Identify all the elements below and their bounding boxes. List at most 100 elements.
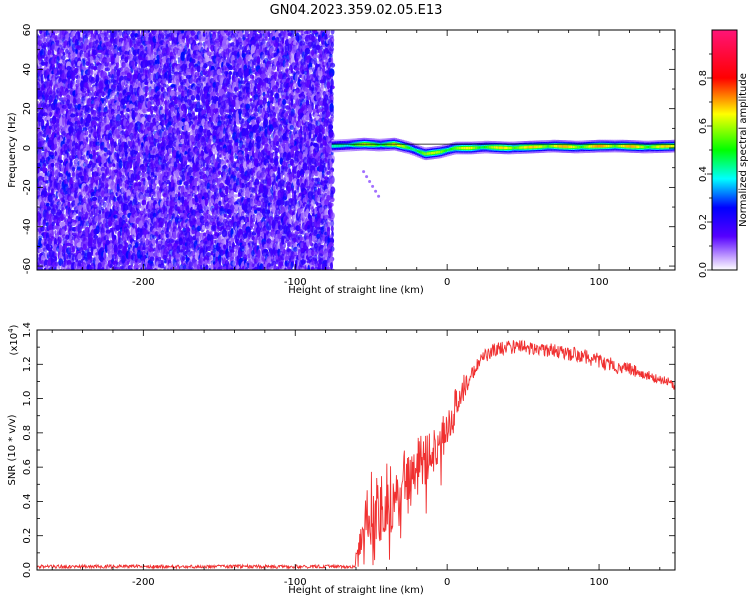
heatmap-noise-cell bbox=[69, 80, 73, 90]
heatmap-noise-cell bbox=[218, 200, 222, 206]
heatmap-noise-cell bbox=[150, 109, 154, 115]
heatmap-noise-cell bbox=[56, 118, 60, 129]
heatmap-noise-cell bbox=[178, 126, 182, 131]
heatmap-noise-cell bbox=[173, 234, 177, 239]
heatmap-noise-cell bbox=[124, 268, 129, 270]
heatmap-noise-cell bbox=[252, 214, 256, 219]
heatmap-noise-cell bbox=[210, 51, 214, 56]
heatmap-noise-cell bbox=[40, 201, 46, 207]
heatmap-noise-cell bbox=[160, 149, 165, 157]
heatmap-noise-cell bbox=[54, 266, 57, 270]
heatmap-noise-cell bbox=[102, 97, 107, 107]
heatmap-noise-cell bbox=[47, 170, 50, 178]
heatmap-noise-cell bbox=[126, 258, 130, 265]
heatmap-noise-cell bbox=[53, 137, 58, 146]
heatmap-noise-cell bbox=[82, 66, 86, 71]
heatmap-noise-cell bbox=[85, 159, 89, 166]
heatmap-noise-cell bbox=[74, 137, 78, 144]
heatmap-noise-cell bbox=[87, 259, 91, 266]
heatmap-noise-cell bbox=[234, 153, 237, 160]
heatmap-noise-cell bbox=[84, 130, 89, 136]
heatmap-noise-cell bbox=[84, 121, 90, 127]
heatmap-noise-cell bbox=[87, 107, 91, 113]
heatmap-noise-cell bbox=[40, 80, 45, 85]
heatmap-noise-cell bbox=[43, 37, 48, 43]
heatmap-noise-cell bbox=[61, 176, 66, 181]
heatmap-noise-cell bbox=[54, 152, 59, 162]
heatmap-noise-cell bbox=[59, 152, 62, 163]
heatmap-noise-cell bbox=[61, 46, 66, 51]
heatmap-noise-cell bbox=[81, 191, 87, 197]
heatmap-noise-cell bbox=[41, 268, 44, 270]
heatmap-noise-cell bbox=[65, 242, 72, 247]
heatmap-noise-cell bbox=[46, 212, 49, 222]
heatmap-noise-cell bbox=[192, 270, 195, 274]
heatmap-noise-cell bbox=[162, 159, 167, 164]
heatmap-noise-cell bbox=[82, 206, 86, 216]
heatmap-noise-cell bbox=[51, 188, 55, 196]
heatmap-noise-cell bbox=[129, 161, 133, 169]
heatmap-noise-cell bbox=[225, 185, 229, 195]
heatmap-noise-cell bbox=[105, 184, 109, 190]
heatmap-noise-cell bbox=[113, 196, 117, 202]
heatmap-noise-cell bbox=[90, 68, 94, 76]
heatmap-noise-cell bbox=[194, 75, 197, 79]
heatmap-noise-cell bbox=[71, 147, 77, 158]
heatmap-noise-cell bbox=[61, 108, 65, 115]
heatmap-noise-cell bbox=[107, 220, 112, 227]
heatmap-noise-cell bbox=[73, 81, 77, 91]
heatmap-noise-cell bbox=[61, 206, 65, 215]
heatmap-noise-cell bbox=[235, 142, 239, 146]
heatmap-noise-cell bbox=[253, 132, 256, 139]
heatmap-noise-cell bbox=[54, 56, 57, 64]
heatmap-noise-cell bbox=[55, 191, 59, 200]
heatmap-layer bbox=[37, 30, 675, 274]
heatmap-noise-cell bbox=[194, 177, 198, 188]
heatmap-noise-cell bbox=[88, 171, 92, 179]
heatmap-noise-cell bbox=[168, 213, 172, 220]
heatmap-noise-cell bbox=[89, 55, 94, 65]
heatmap-noise-cell bbox=[72, 171, 76, 179]
heatmap-noise-cell bbox=[49, 128, 52, 134]
heatmap-noise-cell bbox=[184, 105, 187, 116]
heatmap-noise-cell bbox=[51, 150, 55, 155]
heatmap-noise-cell bbox=[40, 179, 47, 186]
heatmap-noise-cell bbox=[87, 98, 92, 107]
heatmap-noise-cell bbox=[75, 215, 80, 223]
heatmap-noise-cell bbox=[134, 61, 138, 67]
heatmap-noise-cell bbox=[160, 221, 164, 228]
heatmap-noise-cell bbox=[68, 52, 71, 60]
heatmap-noise-cell bbox=[38, 96, 43, 102]
heatmap-noise-cell bbox=[88, 133, 92, 138]
heatmap-noise-cell bbox=[43, 267, 47, 270]
heatmap-noise-cell bbox=[54, 124, 57, 132]
heatmap-noise-cell bbox=[59, 125, 63, 131]
heatmap-noise-cell bbox=[80, 110, 84, 119]
heatmap-noise-cell bbox=[85, 241, 89, 247]
heatmap-noise-cell bbox=[51, 229, 54, 239]
heatmap-noise-cell bbox=[83, 100, 86, 104]
heatmap-noise-cell bbox=[74, 157, 79, 163]
heatmap-noise-cell bbox=[37, 242, 43, 249]
heatmap-noise-cell bbox=[54, 244, 57, 254]
heatmap-noise-cell bbox=[182, 255, 186, 261]
heatmap-noise-cell bbox=[86, 113, 92, 124]
heatmap-noise-cell bbox=[174, 99, 178, 105]
heatmap-noise-cell bbox=[114, 235, 117, 240]
heatmap-noise-cell bbox=[75, 112, 79, 117]
heatmap-noise-cell bbox=[56, 95, 60, 100]
heatmap-noise-cell bbox=[49, 111, 53, 117]
heatmap-noise-cell bbox=[245, 30, 250, 33]
heatmap-noise-cell bbox=[115, 62, 120, 69]
heatmap-noise-cell bbox=[118, 183, 123, 188]
heatmap-noise-cell bbox=[191, 229, 195, 235]
heatmap-noise-cell bbox=[87, 163, 92, 169]
heatmap-noise-cell bbox=[104, 67, 110, 72]
heatmap-noise-cell bbox=[125, 218, 128, 223]
heatmap-noise-cell bbox=[51, 221, 55, 227]
heatmap-noise-cell bbox=[230, 238, 235, 243]
heatmap-noise-cell bbox=[43, 48, 47, 56]
heatmap-noise-cell bbox=[125, 30, 131, 36]
